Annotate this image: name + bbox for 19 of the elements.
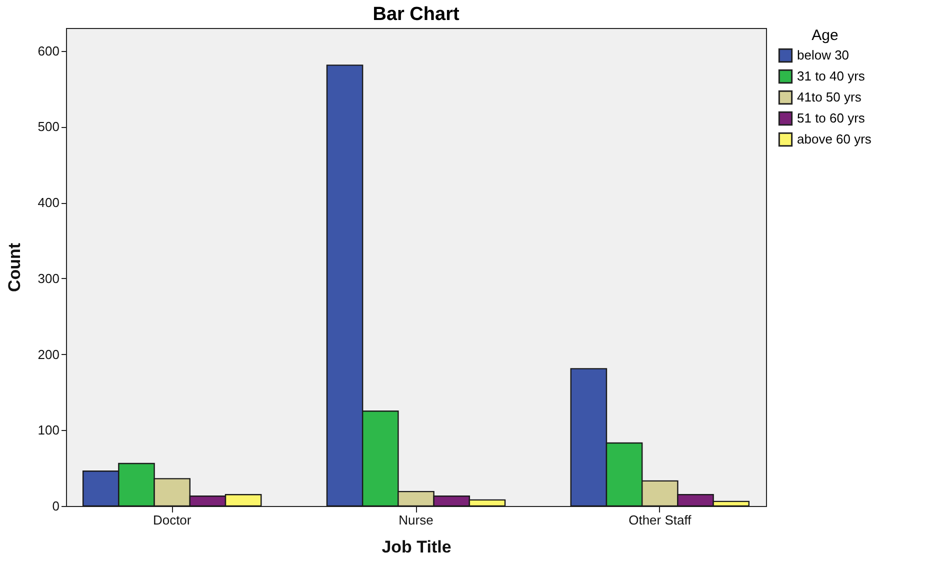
y-axis-title: Count	[4, 242, 24, 292]
chart-title: Bar Chart	[372, 4, 460, 25]
legend-label: 51 to 60 yrs	[797, 110, 866, 126]
y-tick-label: 0	[52, 498, 60, 514]
legend-label: 41to 50 yrs	[797, 90, 862, 104]
y-tick-label: 300	[38, 270, 60, 286]
x-axis-title: Job Title	[382, 538, 452, 556]
legend-label: below 30	[797, 48, 850, 62]
legend-title: Age	[812, 27, 838, 44]
y-tick-label: 500	[38, 119, 60, 134]
x-tick-label: Doctor	[152, 512, 192, 528]
x-tick-label: Other Staff	[628, 512, 692, 528]
y-tick-label: 100	[38, 422, 60, 438]
y-tick-label: 200	[38, 346, 60, 362]
y-tick-label: 400	[38, 195, 60, 210]
legend-label: 31 to 40 yrs	[797, 68, 866, 84]
legend-label: above 60 yrs	[797, 132, 872, 146]
x-tick-label: Nurse	[398, 512, 434, 528]
y-tick-label: 600	[38, 43, 60, 58]
